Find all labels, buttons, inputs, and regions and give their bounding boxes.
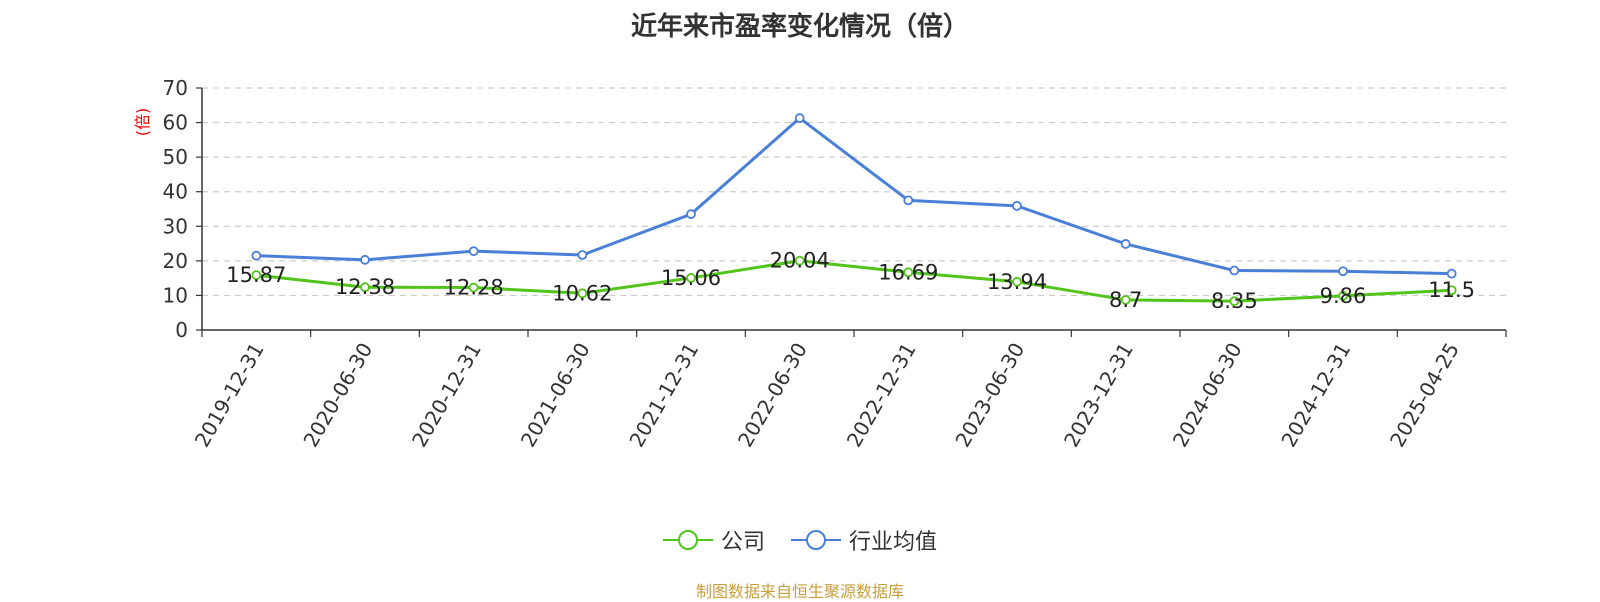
data-label: 15.87 (226, 263, 286, 287)
data-point-industry-average (1446, 268, 1457, 279)
y-axis-label: (倍) (133, 108, 152, 137)
y-tick-label: 10 (163, 283, 188, 307)
data-label: 11.5 (1428, 278, 1475, 302)
y-tick-label: 20 (163, 249, 188, 273)
x-tick-label: 2023-12-31 (1059, 339, 1138, 452)
data-point-company (360, 282, 370, 293)
data-point-industry-average (1229, 265, 1240, 276)
data-point-company (1120, 295, 1131, 305)
series-line-company (256, 259, 1452, 303)
data-point-industry-average (1338, 266, 1348, 277)
x-tick-label: 2022-12-31 (842, 338, 921, 451)
y-tick-label: 0 (175, 318, 188, 342)
data-point-industry-average (1012, 200, 1022, 211)
x-tick-label: 2022-06-30 (733, 339, 812, 452)
data-point-company (577, 288, 588, 299)
data-label: 10.62 (552, 281, 612, 305)
x-tick-label: 2021-12-31 (624, 339, 703, 452)
data-point-industry-average (686, 209, 696, 220)
data-point-company (1229, 296, 1240, 307)
data-point-industry-average (468, 246, 479, 257)
source-note: 制图数据来自恒生聚源数据库 (695, 582, 904, 601)
data-point-company (903, 267, 914, 278)
legend-item-industry-average[interactable]: 行业均值 (791, 524, 937, 556)
data-label: 13.94 (987, 270, 1047, 294)
data-point-company (1446, 285, 1457, 296)
legend-item-company[interactable]: 公司 (662, 524, 765, 556)
line-chart: 0 10 20 30 40 50 60 70 2019-12-31 2020-06-30 2020-… (133, 76, 1507, 452)
legend-label-company: 公司 (720, 530, 765, 555)
data-point-company (1012, 276, 1022, 287)
data-point-company (1338, 291, 1348, 301)
series-line-industry-average (256, 116, 1452, 276)
data-label: 16.69 (878, 260, 938, 284)
data-point-company (686, 273, 696, 283)
data-point-industry-average (577, 250, 588, 260)
y-tick-label: 30 (163, 214, 188, 238)
x-tick-label: 2023-06-30 (950, 339, 1029, 452)
data-label: 15.06 (661, 266, 721, 290)
data-label: 20.04 (770, 249, 830, 273)
data-label: 9.86 (1320, 284, 1367, 308)
data-label: 8.7 (1109, 288, 1142, 312)
x-tick-label: 2020-12-31 (407, 338, 486, 451)
legend-label-industry-average: 行业均值 (849, 530, 938, 555)
y-tick-label: 60 (163, 111, 188, 135)
legend-line-circle-icon (662, 530, 713, 550)
data-point-industry-average (251, 250, 262, 261)
legend-line-circle-icon (791, 530, 841, 550)
chart-title: 近年来市盈率变化情况（倍） (630, 12, 969, 42)
x-tick-label: 2024-12-31 (1276, 339, 1355, 452)
grid-lines (202, 87, 1506, 297)
data-point-company (251, 270, 262, 281)
data-label: 12.38 (335, 275, 395, 299)
x-tick-label: 2019-12-31 (190, 339, 269, 452)
x-tick-label: 2024-06-30 (1168, 339, 1247, 452)
data-label: 12.28 (444, 276, 504, 300)
data-point-company (794, 255, 805, 266)
x-tick-label: 2021-06-30 (516, 339, 595, 452)
data-point-company (468, 282, 479, 293)
y-tick-label: 70 (163, 76, 188, 100)
data-point-industry-average (1120, 239, 1131, 249)
series-lines (251, 113, 1457, 307)
data-labels: 15.87 12.38 12.28 10.62 15.06 20.04 16.69 13.94… (226, 249, 1475, 313)
data-point-industry-average (903, 195, 914, 206)
legend: 公司 行业均值 (0, 522, 1600, 558)
y-tick-label: 40 (163, 180, 188, 204)
x-tick-label: 2025-04-25 (1385, 339, 1464, 452)
y-tick-label: 50 (163, 145, 188, 169)
data-point-industry-average (360, 254, 370, 265)
data-point-industry-average (794, 113, 805, 123)
x-tick-label: 2020-06-30 (298, 339, 377, 452)
data-label: 8.35 (1211, 289, 1258, 313)
